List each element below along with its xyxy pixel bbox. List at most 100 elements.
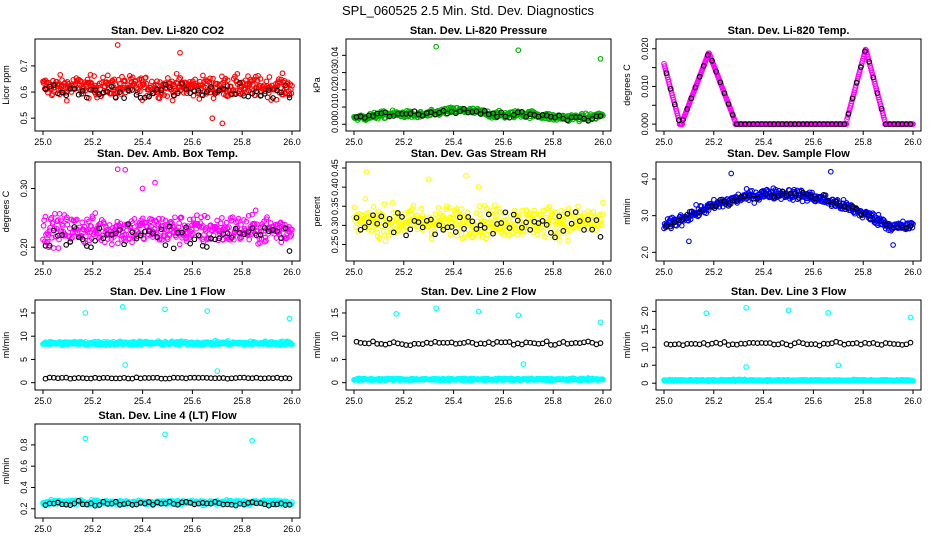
highlight-point [523, 219, 529, 226]
data-points [351, 43, 606, 125]
data-point [68, 236, 74, 242]
outlier-point [209, 115, 216, 122]
highlight-point [212, 90, 218, 97]
highlight-point [477, 111, 484, 117]
data-point [217, 220, 224, 227]
data-point [84, 229, 91, 235]
highlight-point [394, 210, 401, 216]
highlight-point [581, 227, 587, 233]
data-point [137, 88, 143, 95]
data-point [104, 72, 111, 79]
data-point [600, 199, 606, 206]
data-point [289, 226, 295, 233]
x-tick-label: 25.2 [84, 267, 102, 277]
data-point [380, 228, 387, 235]
highlight-point [370, 338, 376, 345]
highlight-point [179, 229, 185, 236]
highlight-point [457, 108, 463, 115]
data-point [593, 227, 599, 233]
highlight-point [411, 108, 418, 115]
highlight-point [671, 101, 678, 108]
x-tick-label: 25.6 [184, 524, 202, 534]
highlight-point [713, 68, 719, 75]
data-point [174, 227, 181, 233]
data-point [115, 240, 121, 247]
x-tick-label: 25.0 [655, 396, 673, 406]
data-point [164, 93, 171, 99]
data-point [63, 97, 70, 104]
highlight-point [63, 92, 70, 99]
x-tick-label: 25.6 [495, 137, 513, 147]
data-point [49, 91, 56, 97]
highlight-point [59, 89, 65, 96]
highlight-point [419, 112, 426, 119]
x-tick-label: 26.0 [283, 396, 301, 406]
data-point [494, 217, 501, 223]
highlight-point [473, 226, 480, 232]
highlight-point [684, 211, 691, 218]
highlight-point [539, 218, 546, 224]
highlight-point [133, 235, 140, 242]
data-points [40, 304, 295, 382]
data-point [235, 218, 241, 225]
data-point [431, 228, 438, 235]
data-point [126, 73, 133, 79]
outlier-point [515, 312, 522, 319]
highlight-point [382, 109, 389, 116]
outlier-point [433, 43, 440, 50]
data-point [410, 202, 417, 209]
data-point [565, 205, 572, 212]
data-point [184, 229, 191, 235]
highlight-point [253, 88, 260, 95]
y-tick-label: 20 [640, 306, 650, 316]
highlight-point [436, 222, 443, 229]
highlight-point [150, 90, 156, 96]
x-tick-label: 25.6 [805, 267, 823, 277]
data-point [840, 196, 847, 203]
figure-title: SPL_060525 2.5 Min. Std. Dev. Diagnostic… [342, 3, 594, 18]
highlight-point [125, 221, 132, 227]
x-tick-label: 26.0 [283, 524, 301, 534]
highlight-point [112, 230, 119, 237]
data-point [376, 235, 383, 242]
data-point [204, 214, 211, 221]
highlight-point [469, 218, 476, 225]
data-point [274, 84, 280, 90]
outlier-point [152, 179, 158, 186]
outlier-point [214, 368, 221, 374]
highlight-point [692, 84, 699, 91]
highlight-point [286, 248, 293, 254]
outlier-point [785, 307, 792, 314]
y-axis-label: degrees C [1, 190, 11, 232]
data-point [141, 81, 147, 88]
data-point [238, 221, 244, 228]
y-axis-label: degrees C [622, 64, 632, 106]
outlier-point [835, 362, 842, 369]
y-tick-label: 0.020 [640, 38, 650, 61]
x-tick-label: 25.8 [544, 137, 562, 147]
data-point [254, 221, 260, 227]
data-point [382, 238, 389, 245]
data-point [506, 231, 513, 237]
highlight-point [498, 220, 505, 226]
highlight-point [485, 211, 492, 218]
highlight-point [597, 340, 604, 346]
data-points [661, 46, 916, 127]
highlight-point [195, 232, 202, 239]
data-point [352, 224, 359, 230]
outlier-point [393, 311, 400, 317]
data-point [202, 228, 209, 234]
highlight-point [63, 242, 70, 248]
data-point [534, 231, 541, 238]
y-tick-label: 0.02 [330, 81, 340, 99]
x-tick-label: 25.4 [134, 524, 152, 534]
highlight-point [729, 112, 736, 118]
data-points [351, 305, 606, 384]
highlight-point [59, 232, 65, 238]
data-point [511, 222, 517, 229]
highlight-point [667, 223, 674, 230]
outlier-point [825, 309, 832, 316]
data-point [258, 228, 264, 235]
